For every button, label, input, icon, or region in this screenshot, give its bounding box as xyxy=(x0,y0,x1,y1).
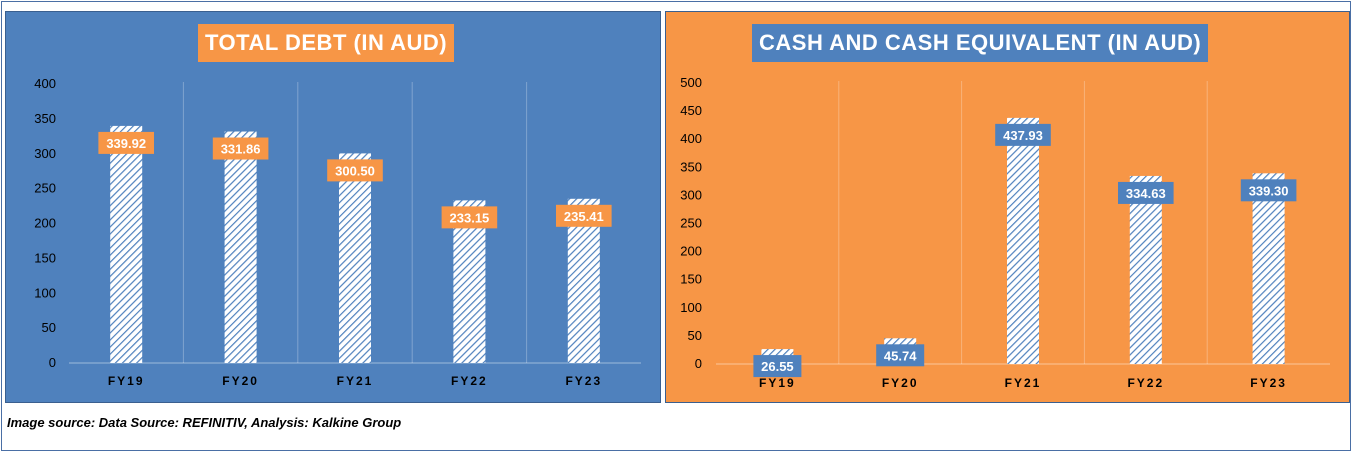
y-tick-label: 100 xyxy=(34,285,56,300)
x-category-label: FY22 xyxy=(451,374,488,388)
y-tick-label: 250 xyxy=(680,216,702,231)
y-tick-label: 0 xyxy=(695,356,702,371)
x-category-label: FY21 xyxy=(337,374,374,388)
y-tick-label: 150 xyxy=(34,250,56,265)
y-tick-label: 350 xyxy=(34,111,56,126)
cash-data-label: 339.30 xyxy=(1249,183,1289,198)
debt-data-label-box xyxy=(556,204,612,227)
debt-bar-fy19 xyxy=(110,125,143,364)
cash-data-label-box xyxy=(1118,181,1174,204)
cash-data-label: 334.63 xyxy=(1126,186,1166,201)
debt-data-label: 331.86 xyxy=(221,142,261,157)
debt-data-label: 233.15 xyxy=(450,210,490,225)
y-tick-label: 100 xyxy=(680,300,702,315)
y-tick-label: 450 xyxy=(680,103,702,118)
y-tick-label: 0 xyxy=(49,355,56,370)
cash-data-label: 26.55 xyxy=(761,359,794,374)
x-category-label: FY23 xyxy=(1250,376,1287,390)
x-category-label: FY19 xyxy=(759,376,796,390)
cash-equivalent-panel: CASH AND CASH EQUIVALENT (IN AUD) 0 50 100… xyxy=(665,11,1350,403)
cash-bar-fy23 xyxy=(1252,173,1285,364)
y-tick-label: 300 xyxy=(680,187,702,202)
y-tick-label: 300 xyxy=(34,146,56,161)
cash-data-label: 437.93 xyxy=(1003,128,1043,143)
total-debt-chart: 0 50 100 150 200 250 300 350 400 339.92 FY19 331.86… xyxy=(34,76,641,388)
debt-data-label: 300.50 xyxy=(335,163,375,178)
debt-data-label-box xyxy=(212,137,269,160)
x-category-label: FY20 xyxy=(222,374,259,388)
debt-bar-fy21 xyxy=(339,153,371,363)
x-category-label: FY23 xyxy=(565,374,602,388)
y-tick-label: 200 xyxy=(34,216,56,231)
cash-data-label-box xyxy=(995,123,1051,146)
y-tick-label: 200 xyxy=(680,244,702,259)
cash-bar-fy21 xyxy=(1007,117,1039,365)
y-tick-label: 400 xyxy=(680,131,702,146)
y-tick-label: 150 xyxy=(680,272,702,287)
y-tick-label: 350 xyxy=(680,159,702,174)
y-tick-label: 50 xyxy=(688,328,702,343)
cash-equivalent-title: CASH AND CASH EQUIVALENT (IN AUD) xyxy=(752,24,1209,62)
cash-data-label-box xyxy=(1240,179,1297,202)
debt-data-label: 235.41 xyxy=(564,209,604,224)
debt-data-label-box xyxy=(98,131,154,154)
cash-equivalent-chart: 0 50 100 150 200 250 300 350 400 450 500 26.55 FY19 4… xyxy=(680,75,1330,390)
cash-data-label: 45.74 xyxy=(884,348,917,363)
x-category-label: FY21 xyxy=(1005,376,1042,390)
cash-bar-fy22 xyxy=(1129,175,1162,364)
debt-bar-fy20 xyxy=(224,131,257,363)
debt-data-label-box xyxy=(327,159,383,182)
image-source-caption: Image source: Data Source: REFINITIV, An… xyxy=(7,415,402,430)
x-category-label: FY20 xyxy=(882,376,919,390)
debt-data-label: 339.92 xyxy=(106,136,146,151)
total-debt-panel: TOTAL DEBT (IN AUD) 0 50 100 150 200 250 300 35… xyxy=(5,11,661,403)
total-debt-title: TOTAL DEBT (IN AUD) xyxy=(198,24,455,62)
debt-data-label-box xyxy=(441,206,498,229)
cash-data-label-box xyxy=(876,344,925,367)
x-category-label: FY22 xyxy=(1127,376,1164,390)
y-tick-label: 400 xyxy=(34,76,56,91)
cash-data-label-box xyxy=(753,355,802,378)
y-tick-label: 250 xyxy=(34,181,56,196)
x-category-label: FY19 xyxy=(108,374,145,388)
y-tick-label: 500 xyxy=(680,75,702,90)
y-tick-label: 50 xyxy=(42,320,56,335)
